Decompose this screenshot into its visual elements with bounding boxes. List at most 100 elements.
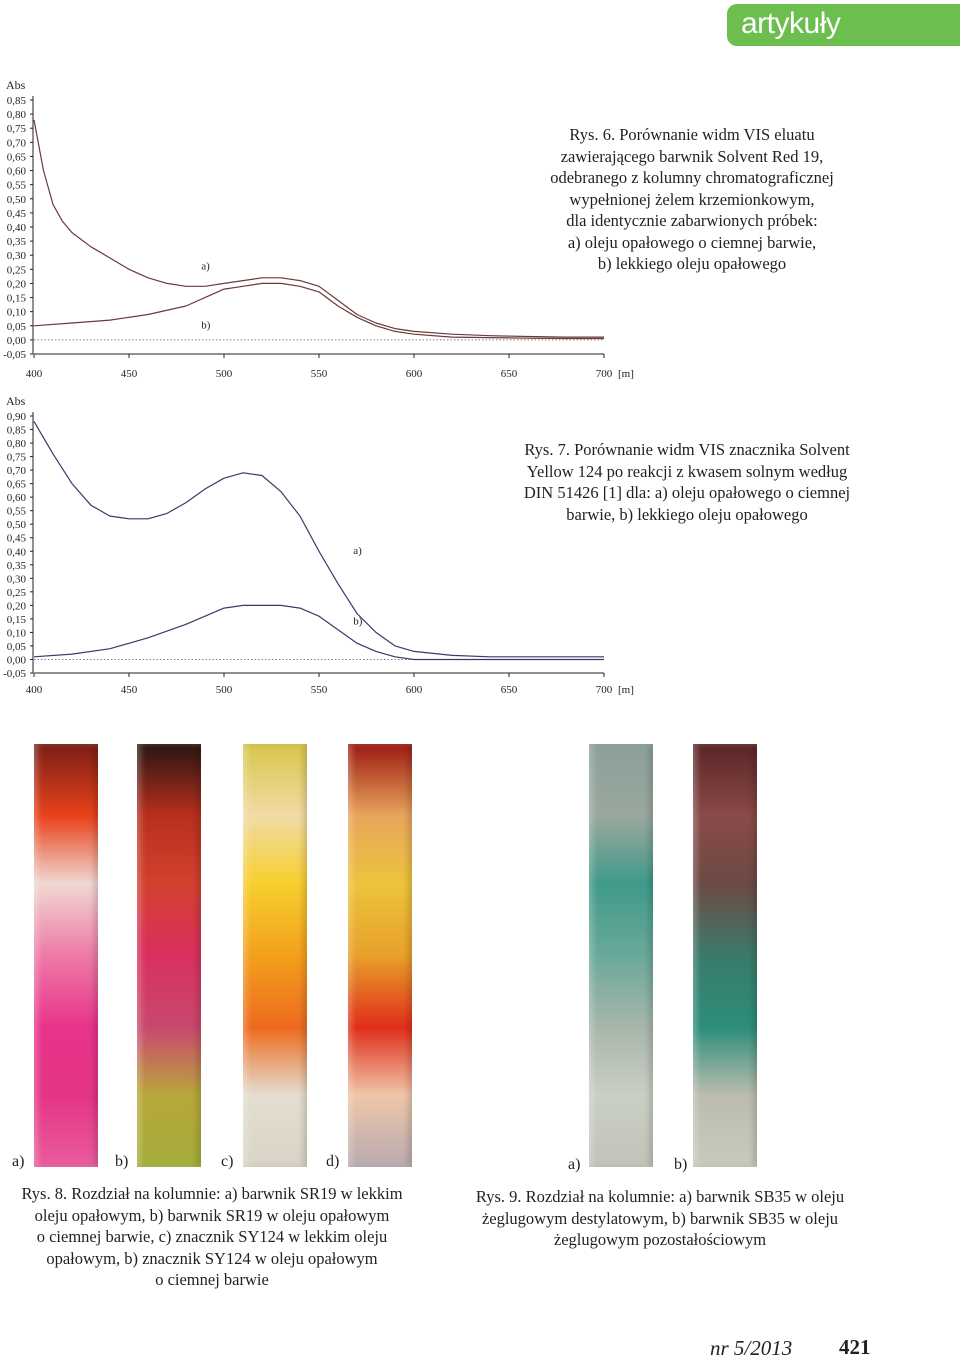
panel-label: c) xyxy=(221,1153,234,1170)
caption-line: o ciemnej barwie xyxy=(155,1270,269,1289)
column-tube-b xyxy=(693,744,757,1167)
series-line-b xyxy=(33,282,604,340)
y-tick-label: 0,85 xyxy=(7,95,27,107)
y-tick-label: 0,50 xyxy=(7,194,27,206)
y-tick-label: 0,70 xyxy=(7,137,27,149)
x-tick-label: 400 xyxy=(26,368,43,380)
y-tick-label: 0,20 xyxy=(7,600,27,612)
y-tick-label: 0,25 xyxy=(7,587,27,599)
caption-line: żeglugowym pozostałościowym xyxy=(553,1230,767,1249)
column-tube-a xyxy=(589,744,653,1167)
x-tick-label: 650 xyxy=(501,684,518,696)
section-label: artykuły xyxy=(741,7,841,40)
y-tick-label: 0,05 xyxy=(7,641,27,653)
x-tick-label: 600 xyxy=(406,684,423,696)
caption-line: odebranego z kolumny chromatograficznej xyxy=(550,168,834,187)
column-tube-c xyxy=(243,744,307,1167)
y-tick-label: 0,85 xyxy=(7,425,27,437)
series-line-a xyxy=(33,119,604,338)
y-tick-label: 0,90 xyxy=(7,411,27,423)
y-tick-label: 0,60 xyxy=(7,166,27,178)
y-tick-label: 0,15 xyxy=(7,293,27,305)
x-tick-label: 500 xyxy=(216,368,233,380)
caption-line: Rys. 6. Porównanie widm VIS eluatu xyxy=(569,125,815,144)
y-tick-label: 0,30 xyxy=(7,573,27,585)
caption-line: żeglugowym destylatowym, b) barwnik SB35… xyxy=(481,1208,839,1228)
column-tube-a xyxy=(34,744,98,1167)
caption-line: Rys. 9. Rozdział na kolumnie: a) barwnik… xyxy=(475,1187,845,1206)
column-tube-d xyxy=(348,744,412,1167)
y-tick-label: 0,50 xyxy=(7,519,27,531)
y-tick-label: 0,55 xyxy=(7,180,27,192)
y-tick-label: 0,15 xyxy=(7,614,27,626)
y-tick-label: 0,35 xyxy=(7,236,27,248)
y-tick-label: 0,80 xyxy=(7,438,27,450)
page-number: 421 xyxy=(839,1335,871,1359)
figure-7-spectrum-chart: Abs -0,05 0,000,05 0,100,15 0,200,25 0,300,35… xyxy=(3,394,634,696)
y-tick-label: 0,20 xyxy=(7,278,27,290)
y-tick-label: 0,05 xyxy=(7,321,27,333)
panel-label: a) xyxy=(12,1153,25,1170)
figure-9-caption: Rys. 9. Rozdział na kolumnie: a) barwnik… xyxy=(458,1186,862,1251)
caption-line: Yellow 124 po reakcji z kwasem solnym we… xyxy=(526,461,848,481)
panel-label: b) xyxy=(115,1153,129,1170)
y-axis-label: Abs xyxy=(6,78,26,92)
y-tick-label: 0,00 xyxy=(7,335,27,347)
y-tick-label: 0,40 xyxy=(7,222,27,234)
y-tick-label: 0,45 xyxy=(7,533,27,545)
caption-line: opałowym, b) znacznik SY124 w oleju opał… xyxy=(46,1248,378,1268)
caption-line: b) lekkiego oleju opałowego xyxy=(597,254,787,273)
x-tick-label: 600 xyxy=(406,368,423,380)
series-annotation: a) xyxy=(353,545,362,557)
figure-7-caption: Rys. 7. Porównanie widm VIS znacznika So… xyxy=(506,439,868,525)
figure-6-caption: Rys. 6. Porównanie widm VIS eluatu zawier… xyxy=(536,124,848,275)
y-tick-label: 0,70 xyxy=(7,465,27,477)
series-annotation: a) xyxy=(201,260,210,272)
panel-label: a) xyxy=(568,1156,581,1173)
y-axis-label: Abs xyxy=(6,394,26,408)
x-tick-label: 550 xyxy=(311,684,328,696)
x-tick-label: 700 xyxy=(596,684,613,696)
y-tick-label: 0,55 xyxy=(7,506,27,518)
y-tick-label: 0,10 xyxy=(7,307,27,319)
caption-line: zawierającego barwnik Solvent Red 19, xyxy=(560,146,824,166)
y-tick-label: 0,65 xyxy=(7,151,27,163)
caption-line: Rys. 8. Rozdział na kolumnie: a) barwnik… xyxy=(21,1184,403,1203)
issue-number: nr 5/2013 xyxy=(710,1336,793,1360)
panel-label: b) xyxy=(674,1156,688,1173)
caption-line: Rys. 7. Porównanie widm VIS znacznika So… xyxy=(524,440,850,459)
y-tick-label: 0,10 xyxy=(7,627,27,639)
x-axis-unit: [m] xyxy=(618,684,634,696)
x-tick-label: 450 xyxy=(121,684,138,696)
caption-line: wypełnionej żelem krzemionkowym, xyxy=(569,189,815,209)
y-tick-label: -0,05 xyxy=(3,349,26,361)
figure-8-caption: Rys. 8. Rozdział na kolumnie: a) barwnik… xyxy=(0,1183,424,1291)
caption-line: a) oleju opałowego o ciemnej barwie, xyxy=(567,232,817,252)
y-tick-label: 0,60 xyxy=(7,492,27,504)
x-tick-label: 700 xyxy=(596,368,613,380)
series-annotation: b) xyxy=(353,615,363,627)
figure-6-spectrum-chart: Abs -0,05 0,00 0,05 0,10 0,15 0,20 0,25 0,30 0,35… xyxy=(3,78,634,380)
caption-line: barwie, b) lekkiego oleju opałowego xyxy=(566,504,808,524)
caption-line: DIN 51426 [1] dla: a) oleju opałowego o … xyxy=(523,483,851,502)
series-line-a xyxy=(33,421,604,658)
panel-label: d) xyxy=(326,1153,340,1170)
x-tick-label: 400 xyxy=(26,684,43,696)
x-tick-label: 500 xyxy=(216,684,233,696)
y-tick-label: 0,30 xyxy=(7,250,27,262)
y-tick-label: -0,05 xyxy=(3,668,26,680)
caption-line: o ciemnej barwie, c) znacznik SY124 w le… xyxy=(36,1227,388,1246)
y-tick-label: 0,75 xyxy=(7,452,27,464)
y-tick-label: 0,25 xyxy=(7,264,27,276)
y-tick-label: 0,00 xyxy=(7,654,27,666)
y-tick-label: 0,45 xyxy=(7,208,27,220)
series-annotation: b) xyxy=(201,320,211,332)
series-line-b xyxy=(33,604,604,661)
column-tube-b xyxy=(137,744,201,1167)
section-badge: artykuły xyxy=(727,4,960,46)
y-tick-label: 0,75 xyxy=(7,123,27,135)
y-tick-label: 0,65 xyxy=(7,479,27,491)
x-tick-label: 450 xyxy=(121,368,138,380)
x-tick-label: 550 xyxy=(311,368,328,380)
caption-line: dla identycznie zabarwionych próbek: xyxy=(566,211,818,230)
